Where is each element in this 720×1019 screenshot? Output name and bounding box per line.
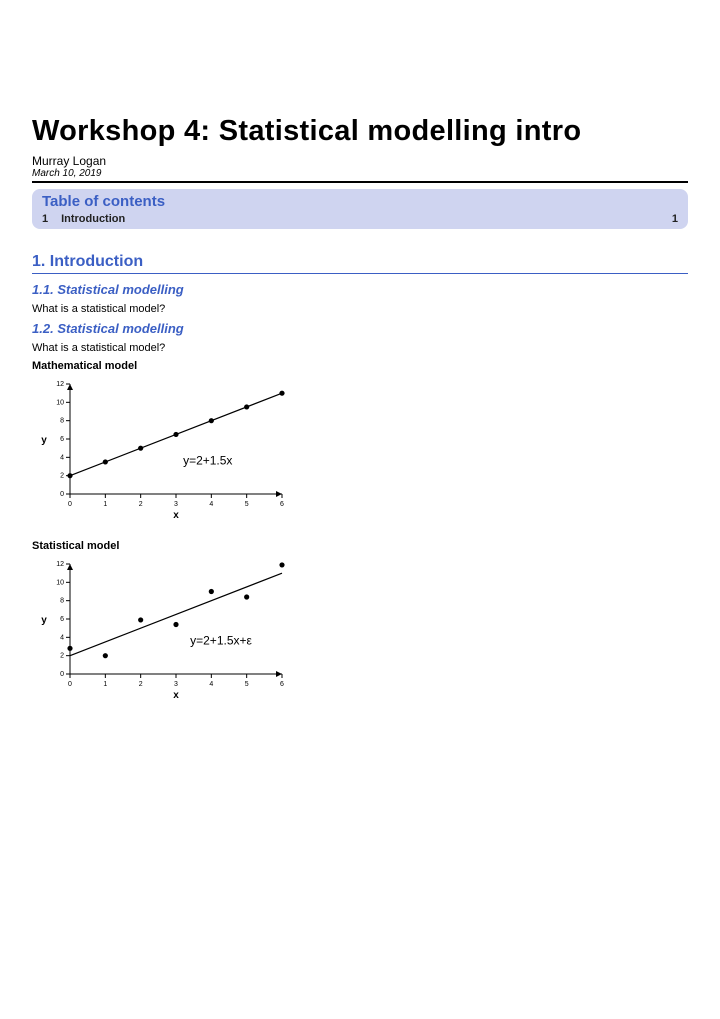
- chart-heading: Mathematical model: [32, 360, 688, 372]
- svg-text:2: 2: [139, 681, 143, 688]
- svg-text:y=2+1.5x+ε: y=2+1.5x+ε: [190, 634, 252, 648]
- svg-text:3: 3: [174, 501, 178, 508]
- svg-text:8: 8: [60, 598, 64, 605]
- svg-text:12: 12: [56, 381, 64, 388]
- svg-text:0: 0: [60, 491, 64, 498]
- toc-item-page: 1: [672, 213, 678, 225]
- svg-text:3: 3: [174, 681, 178, 688]
- svg-text:6: 6: [280, 681, 284, 688]
- body-text: What is a statistical model?: [32, 303, 688, 315]
- svg-text:6: 6: [280, 501, 284, 508]
- toc-heading: Table of contents: [42, 193, 678, 210]
- svg-text:y: y: [41, 435, 47, 446]
- svg-text:10: 10: [56, 579, 64, 586]
- toc-item[interactable]: 1 Introduction 1: [42, 212, 678, 227]
- svg-text:x: x: [173, 510, 179, 521]
- svg-text:8: 8: [60, 418, 64, 425]
- document-title: Workshop 4: Statistical modelling intro: [32, 115, 688, 148]
- body-text: What is a statistical model?: [32, 342, 688, 354]
- svg-text:6: 6: [60, 436, 64, 443]
- svg-text:12: 12: [56, 561, 64, 568]
- date: March 10, 2019: [32, 168, 688, 183]
- author: Murray Logan: [32, 154, 688, 168]
- chart-heading: Statistical model: [32, 540, 688, 552]
- svg-text:4: 4: [209, 501, 213, 508]
- svg-text:4: 4: [60, 454, 64, 461]
- svg-text:6: 6: [60, 616, 64, 623]
- statistical-model-chart: 0123456024681012xyy=2+1.5x+ε: [32, 556, 292, 706]
- svg-text:4: 4: [209, 681, 213, 688]
- section-heading: 1. Introduction: [32, 253, 688, 274]
- svg-text:x: x: [173, 690, 179, 701]
- svg-text:2: 2: [60, 653, 64, 660]
- svg-text:2: 2: [139, 501, 143, 508]
- svg-text:y: y: [41, 615, 47, 626]
- svg-text:5: 5: [245, 501, 249, 508]
- svg-text:y=2+1.5x: y=2+1.5x: [183, 454, 232, 468]
- mathematical-model-chart: 0123456024681012xyy=2+1.5x: [32, 376, 292, 526]
- svg-text:0: 0: [68, 681, 72, 688]
- svg-text:5: 5: [245, 681, 249, 688]
- toc-item-number: 1: [42, 213, 58, 225]
- table-of-contents: Table of contents 1 Introduction 1: [32, 189, 688, 229]
- toc-item-label: Introduction: [61, 213, 125, 225]
- svg-text:1: 1: [103, 501, 107, 508]
- svg-text:1: 1: [103, 681, 107, 688]
- subsection-heading: 1.2. Statistical modelling: [32, 321, 688, 336]
- svg-text:2: 2: [60, 473, 64, 480]
- subsection-heading: 1.1. Statistical modelling: [32, 282, 688, 297]
- svg-text:10: 10: [56, 399, 64, 406]
- svg-text:4: 4: [60, 634, 64, 641]
- svg-text:0: 0: [60, 671, 64, 678]
- svg-text:0: 0: [68, 501, 72, 508]
